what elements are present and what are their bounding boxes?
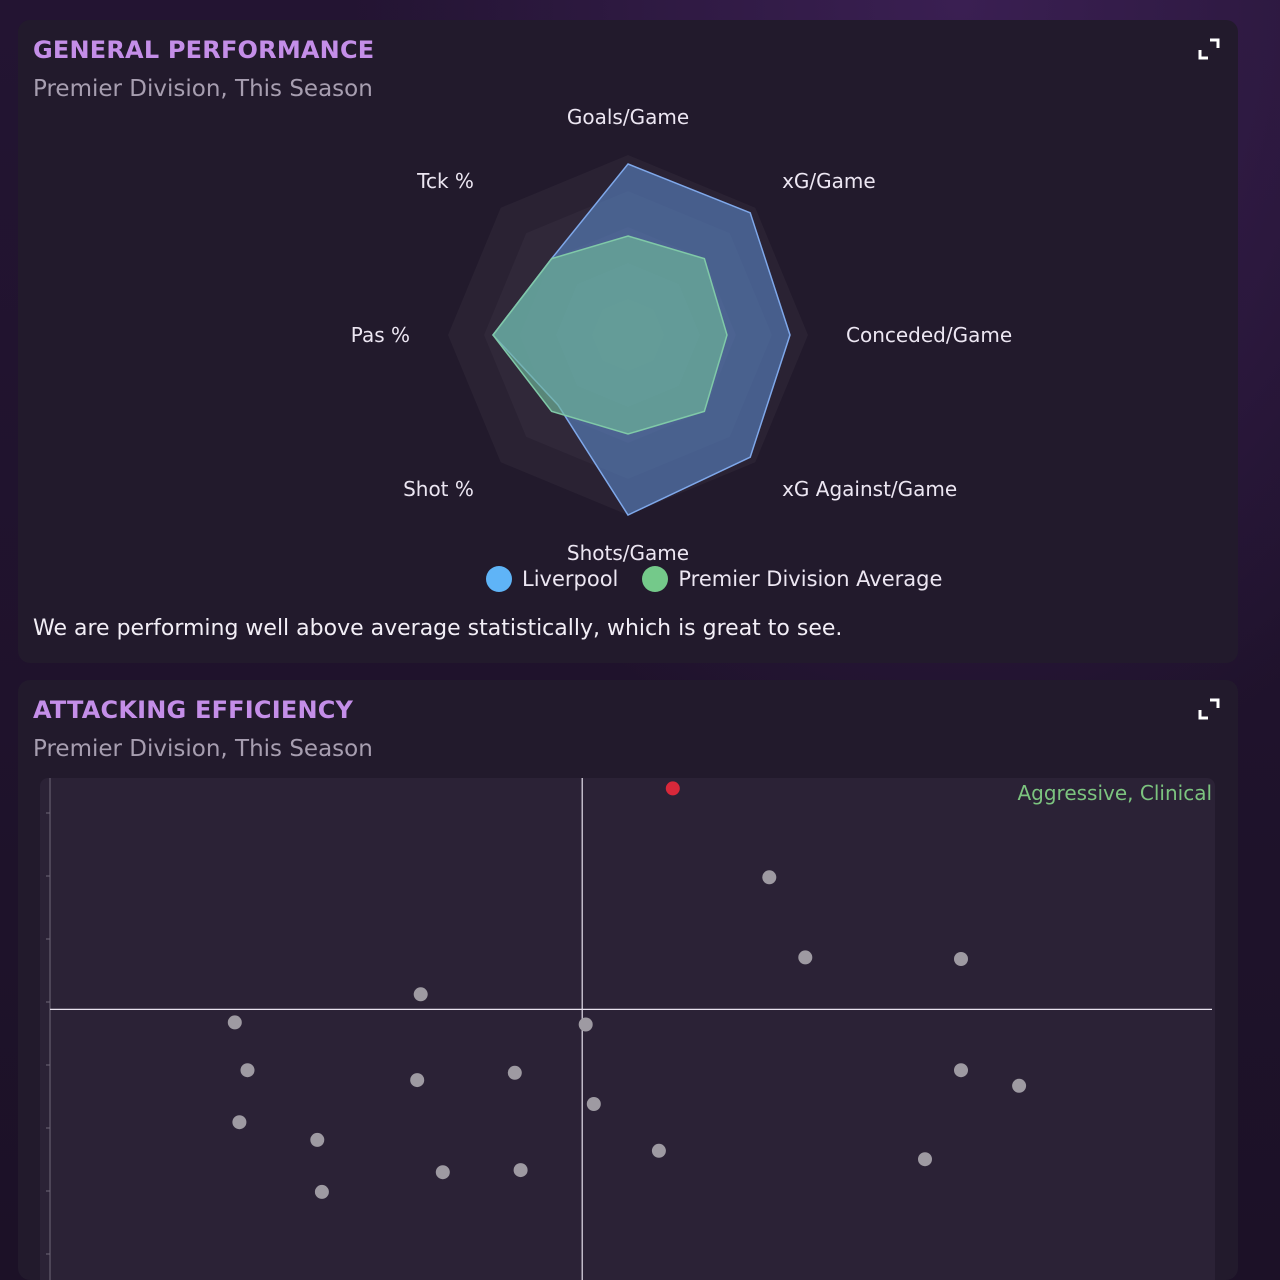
scatter-point[interactable] [514,1163,528,1177]
scatter-point[interactable] [652,1144,666,1158]
expand-icon[interactable] [1198,698,1220,720]
scatter-point[interactable] [1012,1079,1026,1093]
scatter-point[interactable] [410,1073,424,1087]
radar-axis-label: Shots/Game [567,541,689,565]
scatter-point[interactable] [315,1185,329,1199]
radar-axis-label: Tck % [416,169,474,193]
scatter-point[interactable] [436,1165,450,1179]
scatter-point[interactable] [798,950,812,964]
radar-axis-label: xG Against/Game [782,477,957,501]
scatter-point[interactable] [241,1063,255,1077]
legend-item-average[interactable]: Premier Division Average [642,566,942,592]
legend-label-liverpool: Liverpool [522,567,618,591]
scatter-plot-area: Aggressive, Clinical [40,778,1215,1280]
legend-dot-average [642,566,668,592]
scatter-point[interactable] [310,1133,324,1147]
scatter-point-liverpool[interactable] [666,781,680,795]
general-performance-card: GENERAL PERFORMANCE Premier Division, Th… [18,20,1238,663]
legend-item-liverpool[interactable]: Liverpool [486,566,618,592]
radar-axis-label: xG/Game [782,169,876,193]
scatter-point[interactable] [232,1115,246,1129]
radar-axis-label: Conceded/Game [846,323,1012,347]
legend-dot-liverpool [486,566,512,592]
scatter-point[interactable] [762,870,776,884]
scatter-point[interactable] [954,1063,968,1077]
scatter-point[interactable] [954,952,968,966]
scatter-point[interactable] [508,1066,522,1080]
radar-legend: Liverpool Premier Division Average [486,566,956,592]
scatter-point[interactable] [579,1018,593,1032]
attacking-efficiency-title: ATTACKING EFFICIENCY [33,696,353,724]
attacking-efficiency-subtitle: Premier Division, This Season [33,736,373,762]
scatter-point[interactable] [918,1152,932,1166]
radar-axis-label: Pas % [351,323,410,347]
legend-label-average: Premier Division Average [678,567,942,591]
performance-summary: We are performing well above average sta… [33,616,842,641]
attacking-efficiency-card: ATTACKING EFFICIENCY Premier Division, T… [18,680,1238,1280]
scatter-point[interactable] [414,987,428,1001]
radar-axis-label: Goals/Game [567,105,689,129]
scatter-chart: Aggressive, Clinical [40,778,1215,1280]
radar-axis-label: Shot % [403,477,474,501]
quadrant-label: Aggressive, Clinical [1017,781,1212,805]
scatter-point[interactable] [228,1015,242,1029]
scatter-point[interactable] [587,1097,601,1111]
